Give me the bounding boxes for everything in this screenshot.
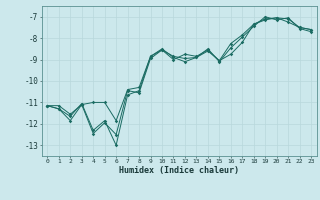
- X-axis label: Humidex (Indice chaleur): Humidex (Indice chaleur): [119, 166, 239, 175]
